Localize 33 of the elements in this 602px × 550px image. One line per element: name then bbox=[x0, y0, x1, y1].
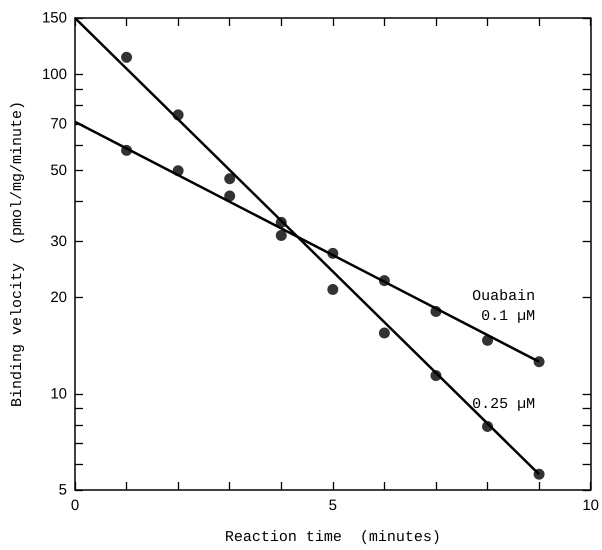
point bbox=[482, 421, 494, 432]
series-label: 0.25 µM bbox=[472, 396, 536, 413]
y-tick-label: 100 bbox=[42, 66, 67, 83]
point bbox=[534, 468, 545, 480]
point bbox=[276, 230, 287, 241]
point bbox=[482, 334, 494, 346]
y-tick-label: 30 bbox=[50, 232, 67, 250]
point bbox=[224, 173, 236, 184]
point bbox=[534, 356, 545, 368]
y-tick-label: 5 bbox=[58, 482, 67, 498]
point bbox=[172, 109, 184, 120]
point bbox=[378, 327, 390, 338]
point bbox=[172, 165, 184, 176]
point bbox=[224, 190, 236, 202]
y-tick-label: 50 bbox=[50, 162, 67, 179]
y-tick-label: 70 bbox=[50, 115, 67, 132]
point bbox=[276, 216, 287, 228]
point bbox=[327, 248, 338, 259]
y-tick-label: 20 bbox=[50, 289, 67, 306]
point bbox=[430, 306, 442, 317]
point bbox=[430, 370, 442, 382]
y-tick-label: 150 bbox=[42, 10, 67, 26]
x-axis-title: Reaction time (minutes) bbox=[224, 529, 441, 546]
point bbox=[327, 284, 338, 296]
x-tick-label: 5 bbox=[328, 497, 337, 514]
point bbox=[378, 275, 390, 286]
y-tick-label: 10 bbox=[50, 385, 67, 402]
point bbox=[121, 52, 132, 63]
point bbox=[121, 144, 132, 156]
series-label: Ouabain 0.1 µM bbox=[472, 288, 536, 326]
y-axis-title: Binding velocity (pmol/mg/minute) bbox=[9, 100, 26, 408]
x-tick-label: 0 bbox=[70, 497, 80, 514]
x-tick-label: 10 bbox=[582, 497, 599, 514]
